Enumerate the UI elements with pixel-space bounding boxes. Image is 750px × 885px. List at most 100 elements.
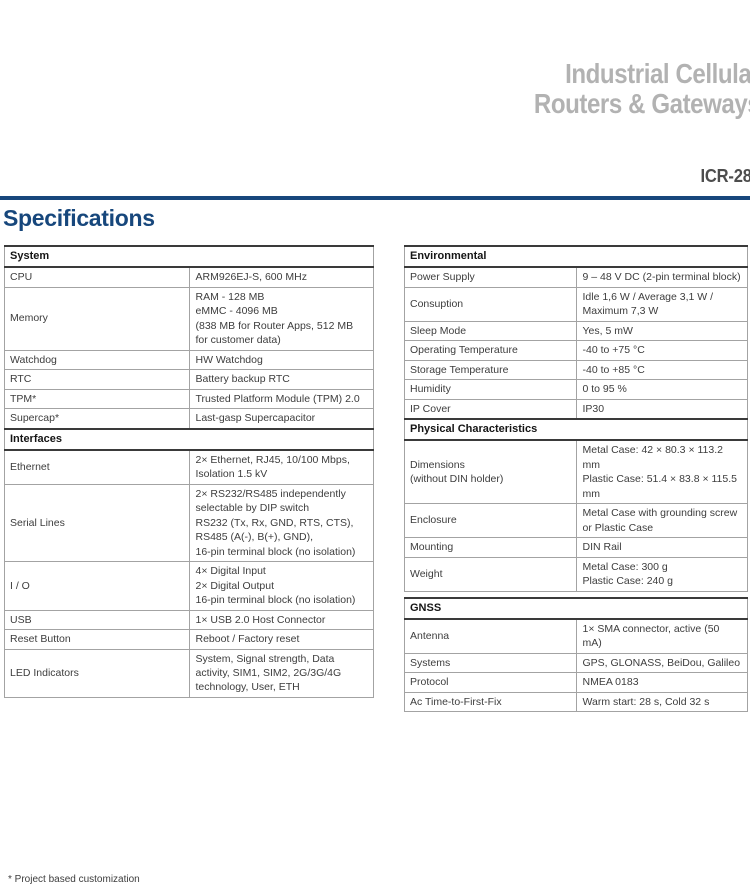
spec-row: Sleep Mode Yes, 5 mW [404, 320, 748, 342]
spec-value: RAM - 128 MB eMMC - 4096 MB (838 MB for … [188, 286, 374, 351]
section-title: Physical Characteristics [404, 418, 748, 442]
section-title: GNSS [404, 596, 748, 620]
spec-label: Systems [404, 652, 577, 674]
spec-row: Ac Time-to-First-Fix Warm start: 28 s, Co… [404, 691, 748, 713]
spec-value: Last-gasp Supercapacitor [188, 408, 374, 430]
spec-label: LED Indicators [4, 648, 190, 698]
spec-value: 9 – 48 V DC (2-pin terminal block) [575, 266, 748, 288]
spec-row: Serial Lines 2× RS232/RS485 independently… [4, 483, 374, 563]
spec-value: Warm start: 28 s, Cold 32 s [575, 691, 748, 713]
spec-label: TPM* [4, 388, 190, 410]
spec-value: Idle 1,6 W / Average 3,1 W / Maximum 7,3… [575, 286, 748, 322]
spec-row: Dimensions (without DIN holder) Metal Cas… [404, 439, 748, 505]
environmental-physical-table: Environmental Power Supply 9 – 48 V DC (2-… [404, 244, 748, 592]
spec-label: Ethernet [4, 449, 190, 485]
datasheet-page: { "header": { "title_line1": "Industrial… [0, 58, 750, 885]
brand-title: Industrial Cellular Routers & Gateways [534, 59, 750, 119]
spec-value: 1× SMA connector, active (50 mA) [575, 618, 748, 654]
spec-label: Antenna [404, 618, 577, 654]
spec-label: IP Cover [404, 398, 577, 420]
spec-row: CPU ARM926EJ-S, 600 MHz [4, 266, 374, 288]
brand-title-line1: Industrial Cellular [564, 58, 750, 89]
spec-row: Operating Temperature -40 to +75 °C [404, 340, 748, 361]
spec-row: RTC Battery backup RTC [4, 369, 374, 390]
page-title: Specifications [3, 205, 155, 231]
spec-row: USB 1× USB 2.0 Host Connector [4, 609, 374, 631]
section-header-row: Interfaces [4, 427, 374, 451]
spec-value: ARM926EJ-S, 600 MHz [188, 266, 374, 288]
spec-value: GPS, GLONASS, BeiDou, Galileo [575, 652, 748, 674]
spec-row: Enclosure Metal Case with grounding screw… [404, 503, 748, 539]
specs-column-right: Environmental Power Supply 9 – 48 V DC (2-… [404, 244, 748, 713]
spec-label: Memory [4, 286, 190, 351]
section-title: Environmental [404, 244, 748, 269]
spec-row: Mounting DIN Rail [404, 537, 748, 558]
section-title: Interfaces [4, 427, 374, 451]
spec-value: DIN Rail [575, 537, 748, 558]
divider-rule [0, 196, 750, 200]
spec-row: LED Indicators System, Signal strength, D… [4, 648, 374, 698]
spec-value: Metal Case with grounding screw or Plast… [575, 503, 748, 539]
spec-label: Storage Temperature [404, 359, 577, 381]
spec-label: CPU [4, 266, 190, 288]
spec-value: 2× Ethernet, RJ45, 10/100 Mbps, Isolatio… [188, 449, 374, 485]
spec-value: System, Signal strength, Data activity, … [188, 648, 374, 698]
spec-value: IP30 [575, 398, 748, 420]
spec-label: Weight [404, 556, 577, 592]
spec-label: I / O [4, 561, 190, 611]
spec-row: I / O 4× Digital Input 2× Digital Output … [4, 561, 374, 611]
model-number: ICR-28 [700, 166, 750, 186]
spec-value: -40 to +75 °C [575, 340, 748, 361]
spec-row: TPM* Trusted Platform Module (TPM) 2.0 [4, 388, 374, 410]
brand-title-line2: Routers & Gateways [533, 88, 750, 119]
spec-value: HW Watchdog [188, 349, 374, 371]
spec-value: 0 to 95 % [575, 379, 748, 400]
spec-value: 1× USB 2.0 Host Connector [188, 609, 374, 631]
spec-row: Humidity 0 to 95 % [404, 379, 748, 400]
section-header-row: System [4, 244, 374, 269]
spec-value: -40 to +85 °C [575, 359, 748, 381]
footnote: * Project based customization [8, 874, 140, 885]
spec-value: 4× Digital Input 2× Digital Output 16-pi… [188, 561, 374, 611]
spec-value: Metal Case: 300 g Plastic Case: 240 g [575, 556, 748, 592]
spec-label: Serial Lines [4, 483, 190, 563]
spec-label: RTC [4, 369, 190, 390]
spec-row: IP Cover IP30 [404, 398, 748, 420]
spec-row: Supercap* Last-gasp Supercapacitor [4, 408, 374, 430]
spec-label: Consuption [404, 286, 577, 322]
gnss-table: GNSS Antenna 1× SMA connector, active (50 … [404, 596, 748, 713]
spec-label: Protocol [404, 672, 577, 693]
spec-row: Weight Metal Case: 300 g Plastic Case: 24… [404, 556, 748, 592]
spec-row: Power Supply 9 – 48 V DC (2-pin terminal … [404, 266, 748, 288]
spec-value: NMEA 0183 [575, 672, 748, 693]
spec-label: Dimensions (without DIN holder) [404, 439, 577, 505]
section-header-row: Physical Characteristics [404, 418, 748, 442]
spec-value: Metal Case: 42 × 80.3 × 113.2 mm Plastic… [575, 439, 748, 505]
spec-value: Trusted Platform Module (TPM) 2.0 [188, 388, 374, 410]
spec-label: Ac Time-to-First-Fix [404, 691, 577, 713]
spec-row: Storage Temperature -40 to +85 °C [404, 359, 748, 381]
specs-column-left: System CPU ARM926EJ-S, 600 MHz Memory RAM - … [4, 244, 374, 885]
section-header-row: Environmental [404, 244, 748, 269]
spec-label: Operating Temperature [404, 340, 577, 361]
spec-row: Consuption Idle 1,6 W / Average 3,1 W / M… [404, 286, 748, 322]
spec-label: Mounting [404, 537, 577, 558]
section-header-row: GNSS [404, 596, 748, 620]
spec-row: Memory RAM - 128 MB eMMC - 4096 MB (838 M… [4, 286, 374, 351]
spec-value: 2× RS232/RS485 independently selectable … [188, 483, 374, 563]
spec-label: Humidity [404, 379, 577, 400]
spec-label: Watchdog [4, 349, 190, 371]
system-interfaces-table: System CPU ARM926EJ-S, 600 MHz Memory RAM - … [4, 244, 374, 698]
spec-value: Reboot / Factory reset [188, 629, 374, 650]
spec-label: USB [4, 609, 190, 631]
spec-row: Systems GPS, GLONASS, BeiDou, Galileo [404, 652, 748, 674]
spec-label: Enclosure [404, 503, 577, 539]
section-title: System [4, 244, 374, 269]
spec-label: Reset Button [4, 629, 190, 650]
spec-row: Reset Button Reboot / Factory reset [4, 629, 374, 650]
spec-row: Antenna 1× SMA connector, active (50 mA) [404, 618, 748, 654]
spec-row: Watchdog HW Watchdog [4, 349, 374, 371]
spec-label: Supercap* [4, 408, 190, 430]
spec-label: Sleep Mode [404, 320, 577, 342]
spec-value: Battery backup RTC [188, 369, 374, 390]
